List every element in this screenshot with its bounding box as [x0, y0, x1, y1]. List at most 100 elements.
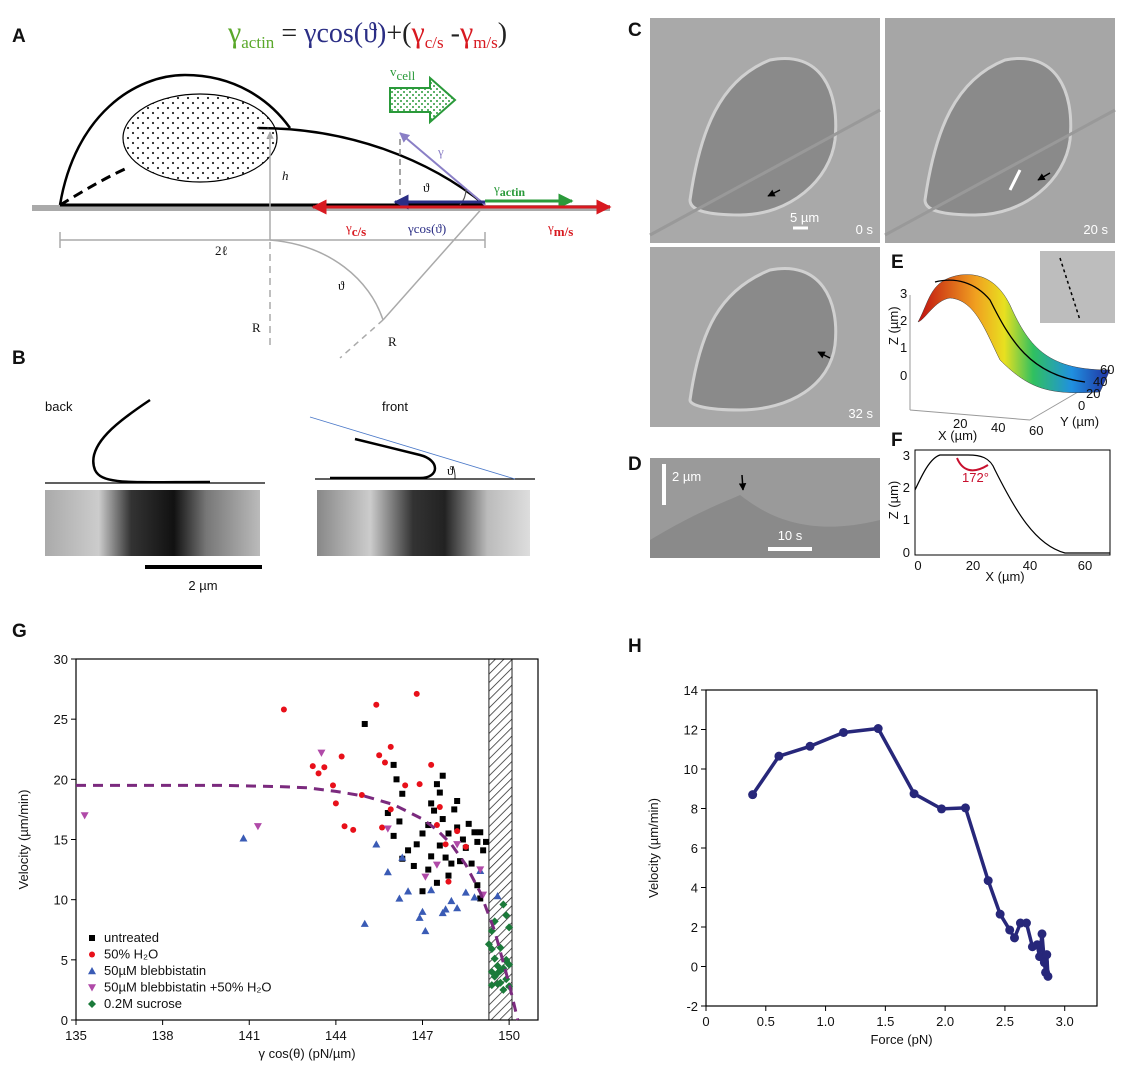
point — [433, 879, 440, 886]
tick-label: 20 — [1086, 386, 1100, 401]
point — [441, 905, 450, 913]
legend-label: 50µM blebbistatin +50% H₂O — [104, 980, 272, 995]
y-tick-label: 10 — [684, 762, 698, 777]
point — [428, 800, 435, 807]
scale-label: 2 µm — [672, 469, 701, 484]
label-part: γ — [547, 220, 554, 235]
point — [442, 854, 449, 861]
radius-label: R — [252, 320, 261, 335]
point — [398, 853, 407, 861]
panel-label: B — [12, 348, 26, 369]
point — [442, 841, 449, 848]
surface-plot — [909, 251, 1115, 421]
tick-label: 1 — [903, 512, 910, 527]
tick-label: 0 — [1078, 398, 1085, 413]
point — [341, 823, 348, 830]
label-part: actin — [500, 185, 526, 199]
x-tick-label: 0.5 — [757, 1014, 775, 1029]
point — [474, 838, 481, 845]
x-tick-label: 1.0 — [817, 1014, 835, 1029]
point — [428, 853, 435, 860]
point — [468, 860, 475, 867]
y-tick-label: 10 — [54, 893, 68, 908]
y-tick-label: 14 — [684, 683, 698, 698]
x-axis-label: Force (pN) — [870, 1032, 932, 1047]
point — [410, 862, 417, 869]
tick-label: 0 — [914, 558, 921, 573]
eq-part: actin — [241, 33, 275, 52]
point — [461, 888, 470, 896]
point — [454, 828, 461, 835]
point — [493, 892, 502, 900]
point — [432, 861, 441, 869]
axis-label: Z (µm) — [886, 306, 901, 345]
tick-label: 2 — [900, 313, 907, 328]
point — [457, 858, 464, 865]
point — [425, 866, 432, 873]
point — [421, 873, 430, 881]
panel-label: G — [12, 621, 27, 642]
eq-part: γ — [227, 16, 241, 49]
point — [445, 830, 452, 837]
point — [399, 790, 406, 797]
point — [1042, 950, 1052, 960]
label-part: cell — [397, 68, 416, 83]
y-tick-label: 20 — [54, 772, 68, 787]
point — [338, 753, 345, 760]
point — [1032, 940, 1042, 950]
point — [483, 838, 490, 845]
point — [309, 763, 316, 770]
point — [937, 804, 947, 814]
point — [315, 770, 322, 777]
scale-label: 5 µm — [790, 210, 819, 225]
point — [373, 701, 380, 708]
point — [387, 743, 394, 750]
label-part: m/s — [554, 224, 574, 239]
point — [505, 923, 514, 932]
tick-label: 40 — [1023, 558, 1037, 573]
length-label: 2ℓ — [215, 243, 228, 258]
tick-label: 40 — [1093, 374, 1107, 389]
panel-label: D — [628, 454, 642, 475]
point — [505, 960, 514, 969]
gamma-ms: γm/s — [547, 220, 573, 239]
point — [436, 789, 443, 796]
x-tick-label: 1.5 — [876, 1014, 894, 1029]
point — [413, 690, 420, 697]
point — [1037, 929, 1047, 939]
eq-part: c/s — [425, 33, 444, 52]
point — [1021, 918, 1031, 928]
point — [329, 782, 336, 789]
point — [453, 904, 462, 912]
point — [499, 900, 508, 909]
x-tick-label: 147 — [412, 1028, 434, 1043]
gamma-cs: γc/s — [345, 220, 366, 239]
point — [433, 822, 440, 829]
tick-label: 20 — [953, 416, 967, 431]
legend-label: 0.2M sucrose — [104, 996, 182, 1011]
point — [383, 825, 392, 833]
point — [454, 797, 461, 804]
point — [873, 724, 883, 734]
profile-plot — [914, 449, 1111, 556]
point — [1039, 958, 1049, 968]
point — [487, 945, 496, 954]
x-axis-label: γ cos(θ) (pN/µm) — [258, 1046, 355, 1061]
point — [438, 908, 447, 917]
y-tick-label: 25 — [54, 712, 68, 727]
point — [445, 878, 452, 885]
point — [384, 810, 391, 817]
tick-label: 0 — [903, 545, 910, 560]
point — [451, 806, 458, 813]
point — [454, 824, 461, 831]
point — [909, 789, 919, 799]
point — [427, 886, 436, 894]
point — [960, 803, 970, 813]
y-tick-label: 12 — [684, 723, 698, 738]
equation: γactin = γcos(ϑ)+(γc/s -γm/s) — [227, 16, 507, 52]
point — [379, 824, 386, 831]
point — [239, 834, 248, 842]
point — [390, 761, 397, 768]
legend-marker — [88, 984, 96, 992]
